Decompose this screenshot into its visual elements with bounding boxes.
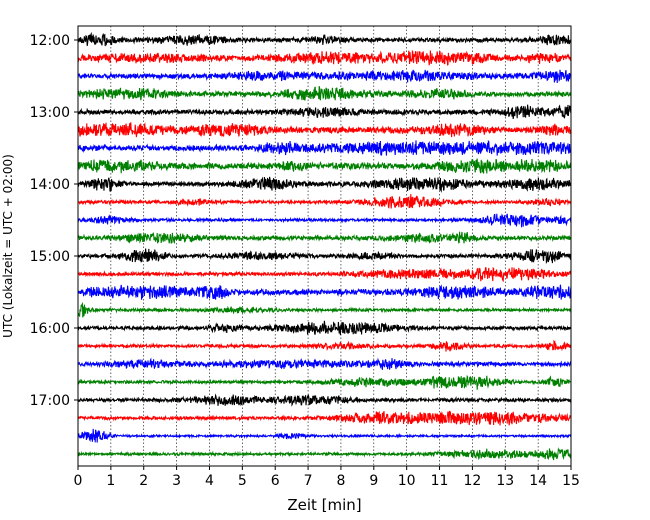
- x-tick-label: 7: [304, 473, 313, 489]
- x-tick-label: 8: [336, 473, 345, 489]
- x-tick-label: 10: [398, 473, 416, 489]
- x-tick-label: 5: [238, 473, 247, 489]
- trace-1545: [77, 301, 571, 318]
- y-tick-label: 12:00: [30, 33, 70, 49]
- trace-1730: [77, 428, 572, 443]
- seismic-traces: [77, 31, 572, 461]
- x-axis-label: Zeit [min]: [287, 496, 361, 514]
- trace-1500: [77, 248, 572, 265]
- trace-1530: [77, 284, 572, 300]
- x-tick-label: 0: [74, 473, 83, 489]
- y-tick-label: 17:00: [30, 393, 70, 409]
- x-tick-label: 15: [562, 473, 580, 489]
- trace-1245: [77, 86, 572, 101]
- x-tick-label: 11: [431, 473, 449, 489]
- x-tick-label: 6: [271, 473, 280, 489]
- x-tick-label: 3: [172, 473, 181, 489]
- trace-1415: [77, 194, 571, 209]
- trace-1200: [77, 31, 572, 47]
- trace-1215: [77, 49, 572, 66]
- trace-1515: [77, 266, 572, 283]
- x-tick-label: 2: [139, 473, 148, 489]
- x-tick-label: 1: [106, 473, 115, 489]
- trace-1430: [77, 213, 572, 228]
- x-axis-ticks: 0 1 2 3 4 5 6 7 8 9 10 11 12 13 14 15: [74, 466, 580, 489]
- plot-frame: [77, 25, 572, 467]
- y-axis-ticks: 12:00 13:00 14:00 15:00 16:00 17:00: [30, 33, 78, 409]
- x-tick-label: 13: [496, 473, 514, 489]
- trace-1330: [77, 140, 572, 156]
- y-tick-label: 13:00: [30, 105, 70, 121]
- y-tick-label: 14:00: [30, 177, 70, 193]
- trace-1600: [77, 320, 572, 336]
- trace-1445: [77, 231, 572, 244]
- trace-1715: [77, 410, 572, 426]
- trace-1345: [77, 158, 572, 174]
- y-tick-label: 16:00: [30, 321, 70, 337]
- trace-1630: [77, 357, 572, 370]
- y-axis-label: UTC (Lokalzeit = UTC + 02:00): [1, 154, 15, 338]
- trace-1745: [77, 447, 572, 461]
- trace-1645: [77, 374, 572, 390]
- trace-1315: [77, 122, 572, 138]
- trace-1300: [77, 104, 572, 120]
- x-tick-label: 12: [463, 473, 481, 489]
- y-tick-label: 15:00: [30, 249, 70, 265]
- trace-1615: [77, 339, 572, 352]
- trace-1230: [77, 69, 572, 83]
- x-tick-label: 14: [529, 473, 547, 489]
- trace-1400: [77, 176, 572, 193]
- x-tick-label: 9: [369, 473, 378, 489]
- trace-1700: [77, 393, 572, 407]
- x-tick-label: 4: [205, 473, 214, 489]
